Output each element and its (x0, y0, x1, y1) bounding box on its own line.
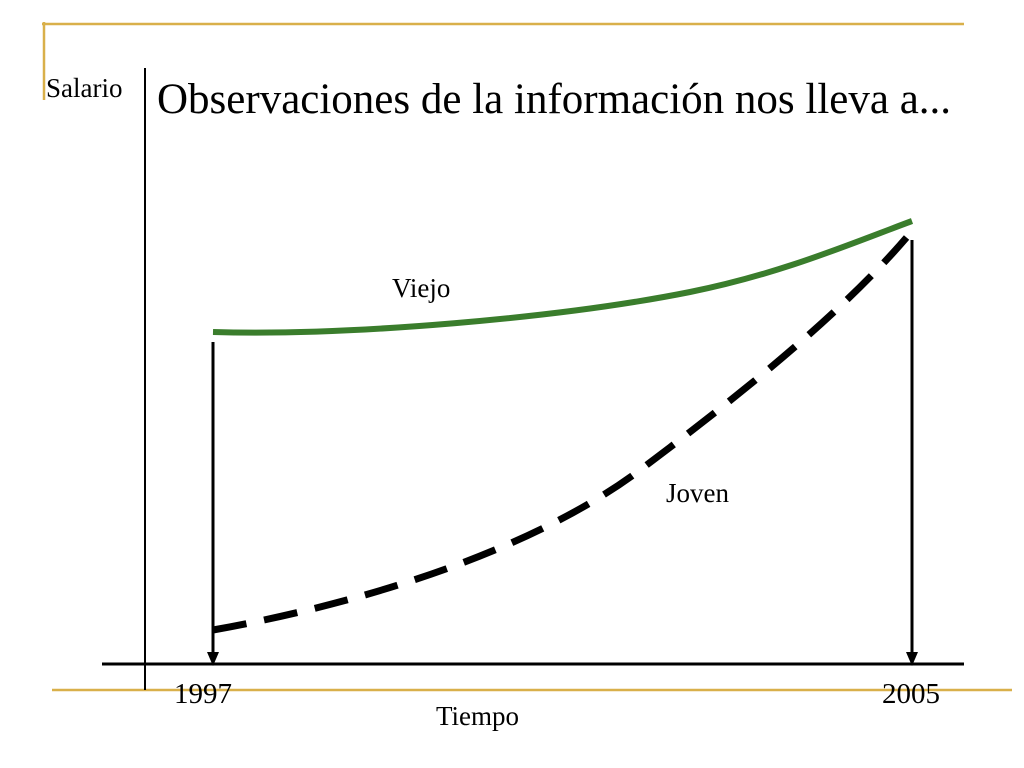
slide-title: Observaciones de la información nos llev… (157, 76, 952, 123)
curve-label-joven: Joven (666, 478, 729, 508)
tick-label-end: 2005 (882, 678, 940, 710)
curve-viejo (212, 218, 914, 336)
curve-label-viejo: Viejo (392, 273, 451, 303)
arrowhead-2005 (906, 652, 918, 666)
x-axis-label: Tiempo (436, 701, 520, 731)
y-axis-label: Salario (46, 73, 123, 103)
arrowhead-1997 (207, 652, 219, 666)
curve-joven (212, 234, 910, 634)
tick-label-start: 1997 (174, 678, 232, 710)
